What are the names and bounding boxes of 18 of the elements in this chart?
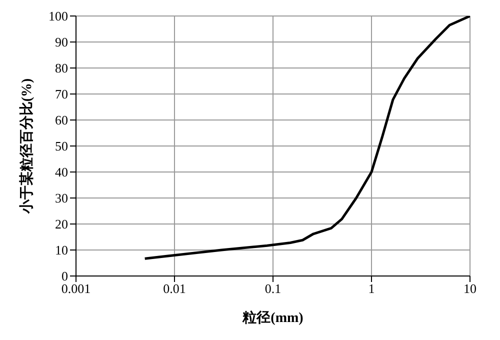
y-tick-label: 0 xyxy=(62,268,68,284)
y-axis-title: 小于某粒径百分比(%) xyxy=(18,78,35,215)
x-tick-label: 1 xyxy=(368,281,375,296)
x-tick-label: 0.1 xyxy=(264,281,282,296)
y-tick-label: 50 xyxy=(55,138,68,154)
x-tick-label: 0.01 xyxy=(163,281,186,296)
y-tick-label: 30 xyxy=(55,190,68,206)
y-tick-label: 10 xyxy=(55,242,68,258)
y-tick-label: 90 xyxy=(55,34,68,50)
y-tick-label: 80 xyxy=(55,60,68,76)
x-tick-label: 0.001 xyxy=(61,281,91,296)
y-tick-label: 70 xyxy=(55,86,68,102)
y-tick-label: 100 xyxy=(48,8,68,24)
x-axis-title: 粒径(mm) xyxy=(242,310,304,326)
y-tick-label: 60 xyxy=(55,112,68,128)
y-tick-label: 20 xyxy=(55,216,68,232)
y-tick-label: 40 xyxy=(55,164,68,180)
x-tick-label: 10 xyxy=(464,281,476,296)
